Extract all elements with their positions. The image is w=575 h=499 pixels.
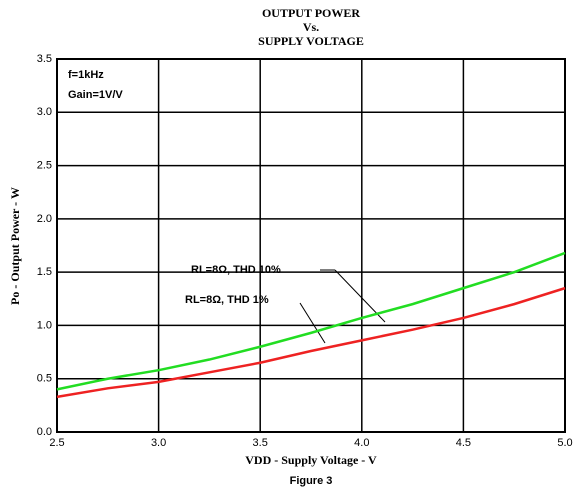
y-tick-label: 1.5 [37, 266, 52, 278]
x-tick-label: 4.0 [354, 437, 369, 449]
x-axis-label: VDD - Supply Voltage - V [245, 453, 377, 467]
y-axis-label: Po - Output Power - W [8, 187, 22, 305]
plot-frame [56, 58, 566, 433]
series-line [56, 251, 566, 391]
y-tick-label: 2.5 [37, 159, 52, 171]
chart-title: OUTPUT POWER [262, 6, 360, 20]
y-tick-label: 2.0 [37, 213, 52, 225]
leader-line [299, 302, 326, 344]
series-label: RL=8Ω, THD 1% [185, 294, 269, 306]
x-tick-label: 3.5 [253, 437, 268, 449]
series-label: RL=8Ω, THD 10% [191, 264, 281, 276]
x-tick-label: 3.0 [151, 437, 166, 449]
series-line [56, 286, 566, 399]
y-tick-label: 0.5 [37, 373, 52, 385]
chart-title: Vs. [303, 20, 319, 34]
x-tick-label: 5.0 [557, 437, 572, 449]
y-tick-label: 1.0 [37, 319, 52, 331]
x-tick-label: 2.5 [49, 437, 64, 449]
y-tick-label: 3.0 [37, 106, 52, 118]
annotation: f=1kHz [68, 69, 104, 81]
y-tick-label: 3.5 [37, 53, 52, 65]
caption: Figure 3 [290, 475, 333, 487]
chart-title: SUPPLY VOLTAGE [258, 34, 364, 48]
y-tick-label: 0.0 [37, 426, 52, 438]
annotation: Gain=1V/V [68, 89, 123, 101]
x-tick-label: 4.5 [456, 437, 471, 449]
